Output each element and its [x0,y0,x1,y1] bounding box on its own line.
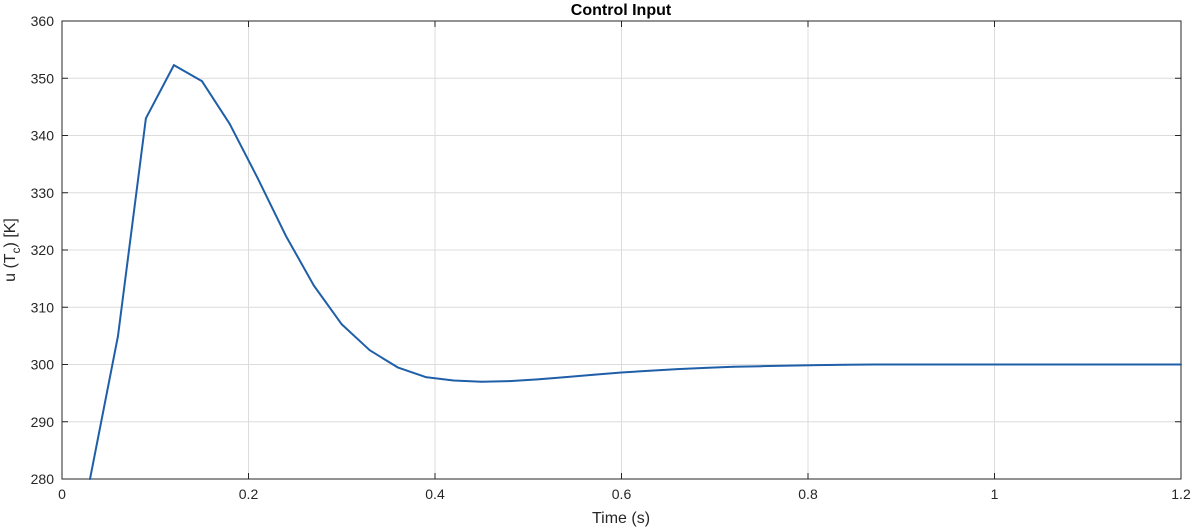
x-tick-label: 0.4 [425,486,445,502]
data-point [1180,363,1182,366]
data-point [1133,363,1136,366]
data-point [592,373,595,376]
data-point [1040,363,1042,366]
y-tick-label: 330 [31,185,55,201]
y-axis-label-suffix: ) [K] [2,218,19,247]
data-point [872,363,875,366]
data-point [648,369,651,372]
data-point [788,364,791,367]
data-point [256,177,259,180]
y-tick-label: 340 [31,128,55,144]
y-tick-label: 350 [31,70,55,86]
data-point [452,379,455,382]
data-point [312,284,315,287]
y-axis-label-subscript: c [9,247,23,253]
data-point [145,117,147,120]
y-tick-label: 360 [31,13,55,29]
data-point [173,64,175,66]
data-point [564,376,567,378]
data-point [480,380,483,383]
data-point [900,363,903,366]
y-tick-label: 310 [31,299,55,315]
data-point [1086,363,1089,366]
data-point [424,376,427,378]
series-line [89,64,1182,480]
data-point [340,323,343,326]
data-point [536,378,539,381]
data-point [816,364,819,366]
x-axis-label: Time (s) [592,510,650,527]
data-point [368,349,371,352]
data-point [676,368,679,370]
y-tick-label: 280 [31,471,55,487]
y-tick-label: 300 [31,357,55,373]
y-tick-label: 290 [31,414,55,430]
data-point [89,478,91,480]
y-axis-label-prefix: u (T [2,253,19,282]
grid [61,20,1182,480]
series-layer [89,64,1182,480]
data-point [201,80,203,82]
data-point [620,371,623,374]
x-tick-label: 0 [58,486,66,502]
x-tick-label: 1.2 [1171,486,1191,502]
data-point [993,363,996,366]
data-point [396,366,399,369]
data-point [508,380,511,382]
x-tick-label: 1 [991,486,999,502]
x-tick-label: 0.2 [239,486,259,502]
data-point [228,123,231,125]
data-point [284,234,287,237]
chart-title: Control Input [571,2,672,19]
x-tick-label: 0.6 [612,486,632,502]
data-point [844,363,847,366]
ticks: 0 0.2 0.4 0.6 0.8 1 1.2 280 290 300 310 320 330 340 35… [31,13,1191,502]
data-point [947,363,949,366]
data-point [704,367,707,369]
x-tick-label: 0.8 [798,486,818,502]
y-tick-label: 320 [31,242,55,258]
data-point [732,365,735,368]
data-point [760,365,763,368]
y-axis-label: u (Tc) [K] [2,218,23,282]
data-point [117,335,119,337]
